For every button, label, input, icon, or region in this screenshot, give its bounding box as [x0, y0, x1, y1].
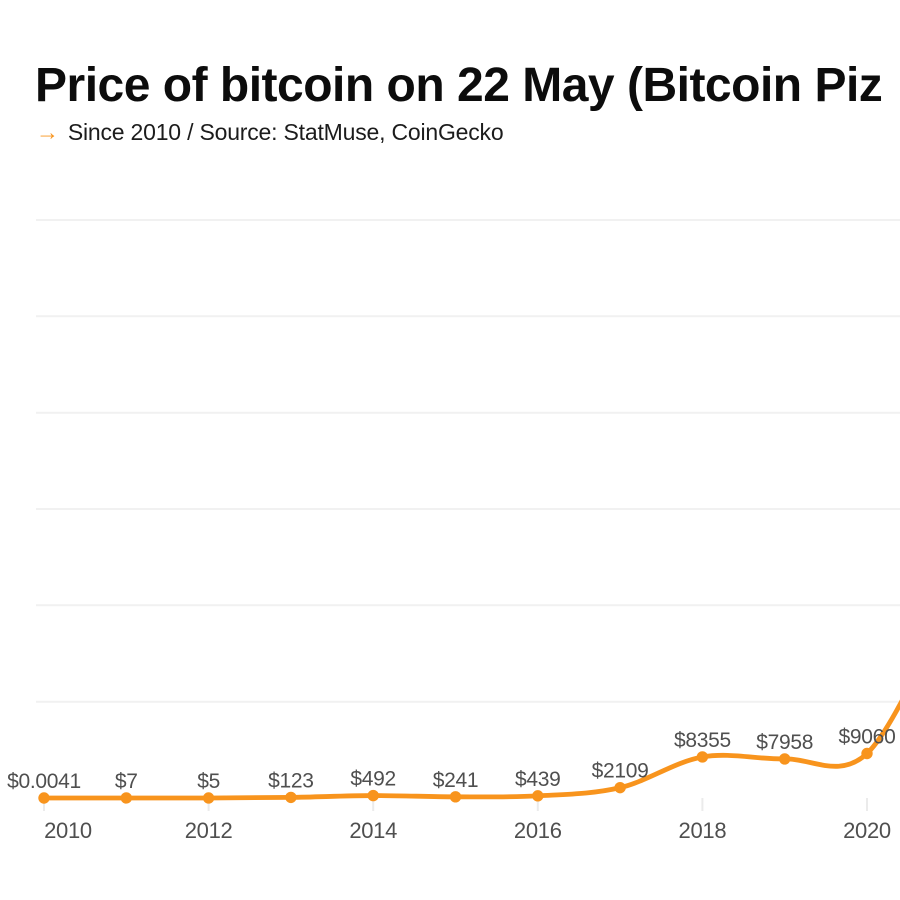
x-tick-label: 2016	[514, 818, 562, 843]
data-point-dot	[861, 747, 873, 760]
data-point-label: $492	[350, 768, 396, 791]
data-point-label: $241	[433, 769, 479, 792]
chart-subtitle: → Since 2010 / Source: StatMuse, CoinGec…	[36, 119, 504, 146]
data-point-label: $439	[515, 768, 561, 791]
data-point-label: $123	[268, 769, 314, 792]
data-point-dot	[449, 791, 462, 803]
x-tick-label: 2018	[679, 818, 727, 843]
x-tick-label: 2012	[185, 818, 233, 843]
data-point-label: $7958	[756, 731, 813, 754]
data-point-dot	[38, 792, 50, 804]
data-point-label: $0.0041	[7, 770, 81, 793]
data-point-dot	[367, 789, 379, 802]
data-point-dot	[120, 792, 132, 804]
data-point-dot	[202, 792, 215, 804]
data-point-label: $8355	[674, 729, 731, 752]
data-point-dot	[532, 790, 544, 802]
data-point-dot	[614, 781, 626, 794]
subtitle-text: Since 2010 / Source: StatMuse, CoinGecko	[67, 119, 504, 145]
x-tick-label: 2020	[843, 818, 891, 843]
data-point-dot	[779, 753, 791, 765]
data-point-label: $9060	[839, 725, 896, 748]
data-point-label: $7	[115, 770, 138, 793]
data-point-label: $2109	[592, 760, 649, 783]
data-point-dot	[696, 751, 709, 763]
data-point-label: $5	[197, 770, 220, 793]
x-tick-label: 2014	[349, 818, 397, 843]
data-point-dot	[285, 791, 297, 804]
arrow-right-icon: →	[36, 119, 59, 145]
x-tick-label: 2010	[44, 818, 92, 843]
page-title: Price of bitcoin on 22 May (Bitcoin Piz	[35, 59, 883, 112]
bitcoin-price-line-chart: $0.0041 $7 $5 $123 $492 $241 $439 $2109 $8355 $79…	[7, 219, 900, 843]
